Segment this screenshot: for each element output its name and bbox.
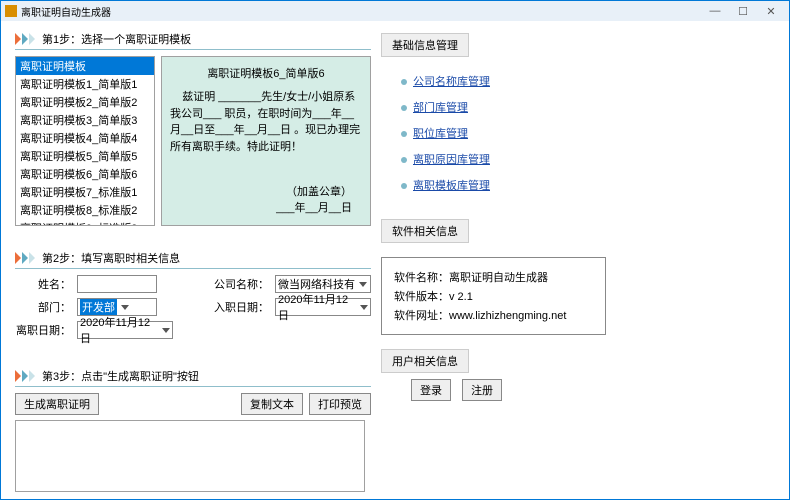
chevrons-icon — [15, 370, 36, 382]
management-link[interactable]: 离职原因库管理 — [401, 151, 779, 167]
template-item[interactable]: 离职证明模板1_简单版1 — [16, 75, 154, 93]
template-listbox[interactable]: 离职证明模板离职证明模板1_简单版1离职证明模板2_简单版2离职证明模板3_简单… — [15, 56, 155, 226]
titlebar: 离职证明自动生成器 — ☐ ✕ — [1, 1, 789, 21]
result-textbox[interactable] — [15, 420, 365, 492]
step3-label: 第3步：点击"生成离职证明"按钮 — [42, 368, 199, 384]
maximize-button[interactable]: ☐ — [729, 2, 757, 20]
user-info-header: 用户相关信息 — [381, 349, 469, 373]
software-info-header: 软件相关信息 — [381, 219, 469, 243]
name-input[interactable] — [77, 275, 157, 293]
user-buttons: 登录 注册 — [411, 379, 779, 401]
software-info-box: 软件名称：离职证明自动生成器 软件版本：v 2.1 软件网址：www.lizhi… — [381, 257, 606, 335]
app-window: 离职证明自动生成器 — ☐ ✕ 第1步：选择一个离职证明模板 离职证明模板离职证… — [0, 0, 790, 500]
preview-stamp: （加盖公章） ___年__月__日 — [170, 183, 362, 215]
app-title: 离职证明自动生成器 — [21, 4, 701, 19]
dept-label: 部门： — [15, 299, 71, 315]
management-link[interactable]: 公司名称库管理 — [401, 73, 779, 89]
chevrons-icon — [15, 33, 36, 45]
name-label: 姓名： — [15, 276, 71, 292]
minimize-button[interactable]: — — [701, 2, 729, 20]
step2-header: 第2步：填写离职时相关信息 — [15, 250, 371, 269]
app-icon — [5, 5, 17, 17]
template-item[interactable]: 离职证明模板 — [16, 57, 154, 75]
step3-buttons: 生成离职证明 复制文本 打印预览 — [15, 393, 371, 415]
register-button[interactable]: 注册 — [462, 379, 502, 401]
template-item[interactable]: 离职证明模板5_简单版5 — [16, 147, 154, 165]
leave-date-picker[interactable]: 2020年11月12日 — [77, 321, 173, 339]
template-item[interactable]: 离职证明模板6_简单版6 — [16, 165, 154, 183]
template-item[interactable]: 离职证明模板7_标准版1 — [16, 183, 154, 201]
template-item[interactable]: 离职证明模板2_简单版2 — [16, 93, 154, 111]
company-label: 公司名称： — [213, 276, 269, 292]
management-link[interactable]: 部门库管理 — [401, 99, 779, 115]
print-preview-button[interactable]: 打印预览 — [309, 393, 371, 415]
template-item[interactable]: 离职证明模板8_标准版2 — [16, 201, 154, 219]
left-pane: 第1步：选择一个离职证明模板 离职证明模板离职证明模板1_简单版1离职证明模板2… — [1, 21, 371, 499]
step1-header: 第1步：选择一个离职证明模板 — [15, 31, 371, 50]
template-item[interactable]: 离职证明模板4_简单版4 — [16, 129, 154, 147]
basic-links: 公司名称库管理部门库管理职位库管理离职原因库管理离职模板库管理 — [381, 73, 779, 193]
step1-body: 离职证明模板离职证明模板1_简单版1离职证明模板2_简单版2离职证明模板3_简单… — [15, 56, 371, 226]
management-link[interactable]: 职位库管理 — [401, 125, 779, 141]
step3-header: 第3步：点击"生成离职证明"按钮 — [15, 368, 371, 387]
step1-label: 第1步：选择一个离职证明模板 — [42, 31, 191, 47]
step2-form: 姓名： 公司名称： 微当网络科技有 部门： 开发部 入职日期： 2020年11月… — [15, 275, 371, 339]
chevrons-icon — [15, 252, 36, 264]
software-url-link[interactable]: www.lizhizhengming.net — [449, 310, 566, 322]
login-button[interactable]: 登录 — [411, 379, 451, 401]
basic-info-header: 基础信息管理 — [381, 33, 469, 57]
content: 第1步：选择一个离职证明模板 离职证明模板离职证明模板1_简单版1离职证明模板2… — [1, 21, 789, 499]
management-link[interactable]: 离职模板库管理 — [401, 177, 779, 193]
template-item[interactable]: 离职证明模板9_标准版3 — [16, 219, 154, 226]
template-preview: 离职证明模板6_简单版6 兹证明 _______先生/女士/小姐原系我公司___… — [161, 56, 371, 226]
entry-date-picker[interactable]: 2020年11月12日 — [275, 298, 371, 316]
generate-button[interactable]: 生成离职证明 — [15, 393, 99, 415]
preview-body: 兹证明 _______先生/女士/小姐原系我公司___ 职员，在职时间为___年… — [170, 89, 362, 155]
copy-text-button[interactable]: 复制文本 — [241, 393, 303, 415]
template-item[interactable]: 离职证明模板3_简单版3 — [16, 111, 154, 129]
leave-date-label: 离职日期： — [15, 322, 71, 338]
step2-label: 第2步：填写离职时相关信息 — [42, 250, 180, 266]
preview-title: 离职证明模板6_简单版6 — [170, 65, 362, 81]
close-button[interactable]: ✕ — [757, 2, 785, 20]
right-pane: 基础信息管理 公司名称库管理部门库管理职位库管理离职原因库管理离职模板库管理 软… — [371, 21, 789, 499]
entry-date-label: 入职日期： — [213, 299, 269, 315]
